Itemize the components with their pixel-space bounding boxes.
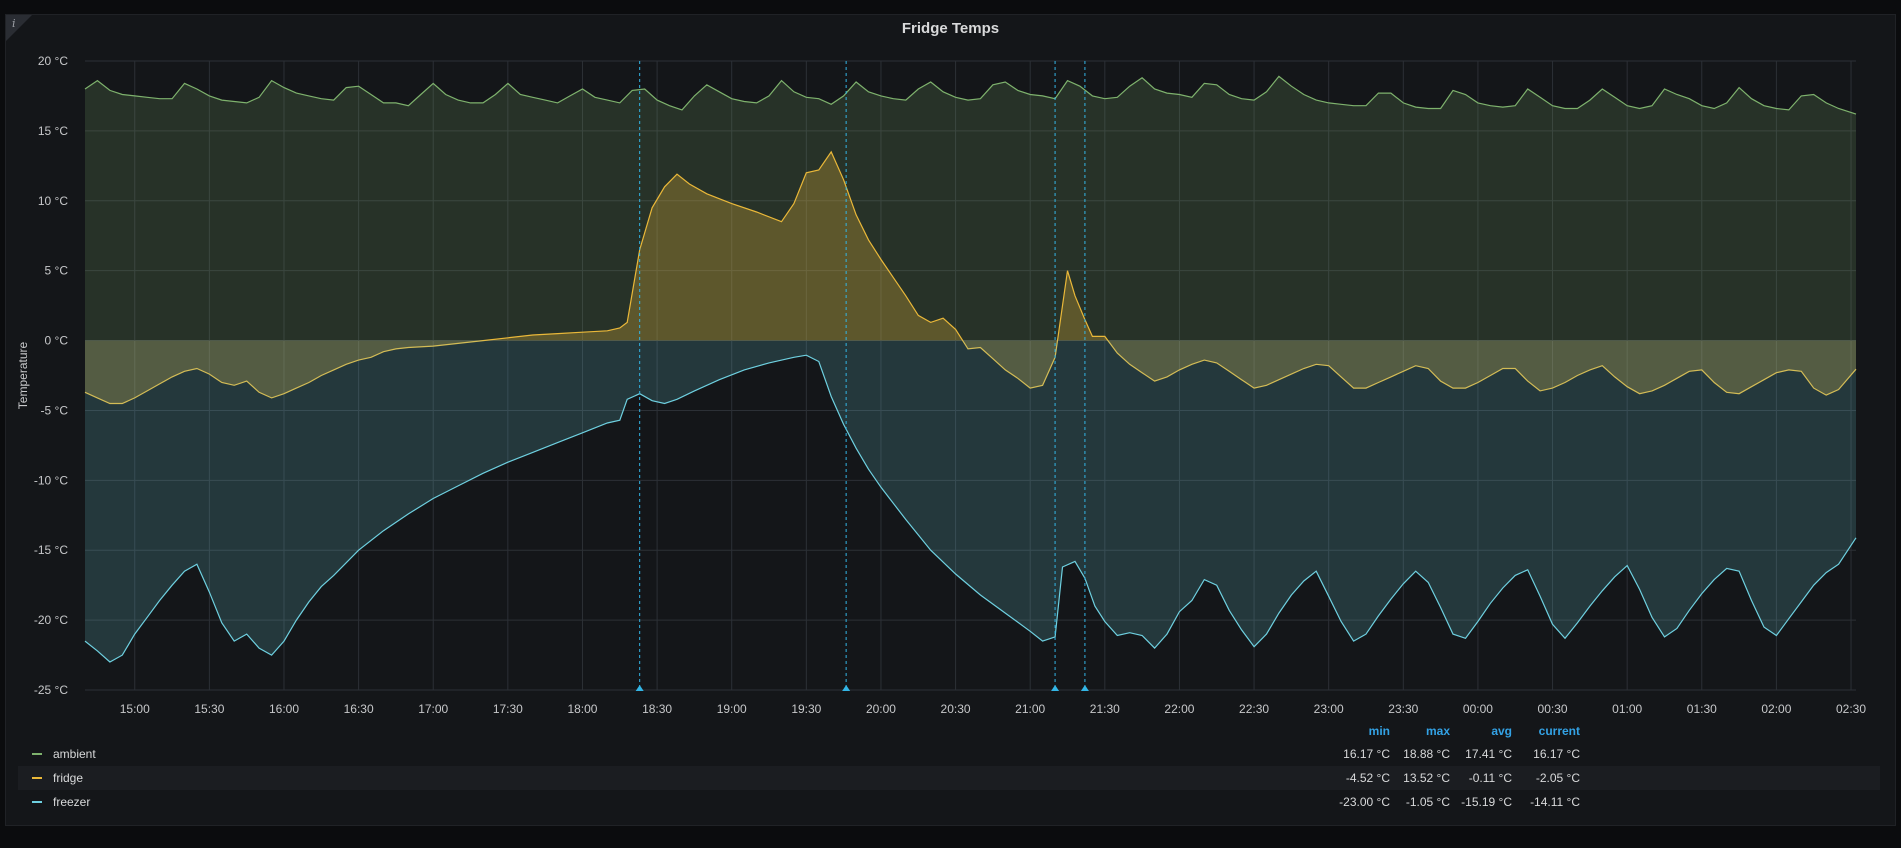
legend-current: -2.05 °C — [1535, 771, 1580, 785]
x-tick-label: 16:30 — [344, 702, 374, 716]
x-tick-label: 18:30 — [642, 702, 672, 716]
legend-swatch-fridge[interactable] — [32, 777, 42, 779]
x-tick-label: 02:00 — [1761, 702, 1791, 716]
annotation-marker — [1080, 685, 1089, 691]
x-tick-label: 15:00 — [120, 702, 150, 716]
y-tick-label: 10 °C — [38, 194, 68, 208]
y-tick-label: 0 °C — [45, 334, 69, 348]
x-tick-label: 18:00 — [567, 702, 597, 716]
legend-max: -1.05 °C — [1405, 795, 1450, 809]
annotation-marker — [635, 685, 644, 691]
legend-current: -14.11 °C — [1530, 795, 1580, 809]
legend-series-name[interactable]: fridge — [53, 771, 84, 785]
legend-max: 18.88 °C — [1403, 747, 1450, 761]
legend-series-name[interactable]: ambient — [53, 747, 96, 761]
x-tick-label: 01:30 — [1687, 702, 1717, 716]
x-tick-label: 19:30 — [791, 702, 821, 716]
legend-swatch-freezer[interactable] — [32, 801, 42, 803]
y-tick-label: -25 °C — [34, 683, 68, 697]
y-tick-label: 15 °C — [38, 124, 68, 138]
legend-header-min[interactable]: min — [1368, 724, 1390, 738]
legend-series-name[interactable]: freezer — [53, 795, 91, 809]
series-area-freezer — [85, 340, 1856, 662]
legend-row-freezer[interactable]: freezer -23.00 °C -1.05 °C -15.19 °C -14… — [18, 790, 1880, 814]
x-tick-label: 21:00 — [1015, 702, 1045, 716]
legend-header-max[interactable]: max — [1425, 724, 1450, 738]
x-tick-label: 22:30 — [1239, 702, 1269, 716]
legend-row-ambient[interactable]: ambient 16.17 °C 18.88 °C 17.41 °C 16.17… — [18, 742, 1880, 766]
panel-title[interactable]: Fridge Temps — [901, 20, 1000, 37]
legend-swatch-ambient[interactable] — [32, 753, 42, 755]
info-icon[interactable]: i — [12, 17, 16, 30]
x-tick-label: 23:00 — [1314, 702, 1344, 716]
series-line-fridge — [84, 150, 1857, 405]
x-tick-label: 00:00 — [1463, 702, 1493, 716]
annotation-marker — [1051, 685, 1060, 691]
legend-min: -23.00 °C — [1339, 795, 1390, 809]
x-tick-label: 17:30 — [493, 702, 523, 716]
x-tick-label: 15:30 — [194, 702, 224, 716]
graph-panel — [5, 14, 1896, 826]
x-tick-label: 16:00 — [269, 702, 299, 716]
chart-area[interactable]: 20 °C 15 °C 10 °C 5 °C 0 °C -5 °C -10 °C -15 °C… — [0, 0, 1901, 720]
legend-avg: 17.41 °C — [1465, 747, 1512, 761]
x-tick-label: 01:00 — [1612, 702, 1642, 716]
series-area-ambient — [85, 76, 1856, 341]
x-tick-label: 20:00 — [866, 702, 896, 716]
y-tick-label: -10 °C — [34, 473, 68, 487]
annotation-marker — [842, 685, 851, 691]
legend-avg: -0.11 °C — [1468, 771, 1512, 785]
series-line-freezer — [84, 354, 1857, 663]
legend-min: 16.17 °C — [1343, 747, 1390, 761]
x-tick-label: 02:30 — [1836, 702, 1866, 716]
x-tick-label: 20:30 — [941, 702, 971, 716]
y-tick-label: 20 °C — [38, 54, 68, 68]
x-tick-label: 21:30 — [1090, 702, 1120, 716]
x-tick-label: 17:00 — [418, 702, 448, 716]
legend-row-fridge[interactable]: fridge -4.52 °C 13.52 °C -0.11 °C -2.05 … — [18, 766, 1880, 790]
series-line-ambient — [84, 75, 1857, 115]
y-tick-label: -20 °C — [34, 613, 68, 627]
legend-header-avg[interactable]: avg — [1491, 724, 1512, 738]
x-tick-label: 23:30 — [1388, 702, 1418, 716]
y-tick-label: -15 °C — [34, 543, 68, 557]
y-tick-label: 5 °C — [45, 264, 69, 278]
y-axis-label: Temperature — [16, 341, 30, 409]
legend-header-current[interactable]: current — [1538, 724, 1580, 738]
y-tick-label: -5 °C — [41, 403, 69, 417]
legend-current: 16.17 °C — [1533, 747, 1580, 761]
panel-info-corner[interactable] — [6, 15, 32, 41]
x-tick-label: 22:00 — [1164, 702, 1194, 716]
legend-min: -4.52 °C — [1345, 771, 1390, 785]
x-tick-label: 00:30 — [1538, 702, 1568, 716]
x-tick-label: 19:00 — [717, 702, 747, 716]
legend-max: 13.52 °C — [1403, 771, 1450, 785]
series-area-fridge — [85, 151, 1856, 404]
legend-avg: -15.19 °C — [1461, 795, 1512, 809]
